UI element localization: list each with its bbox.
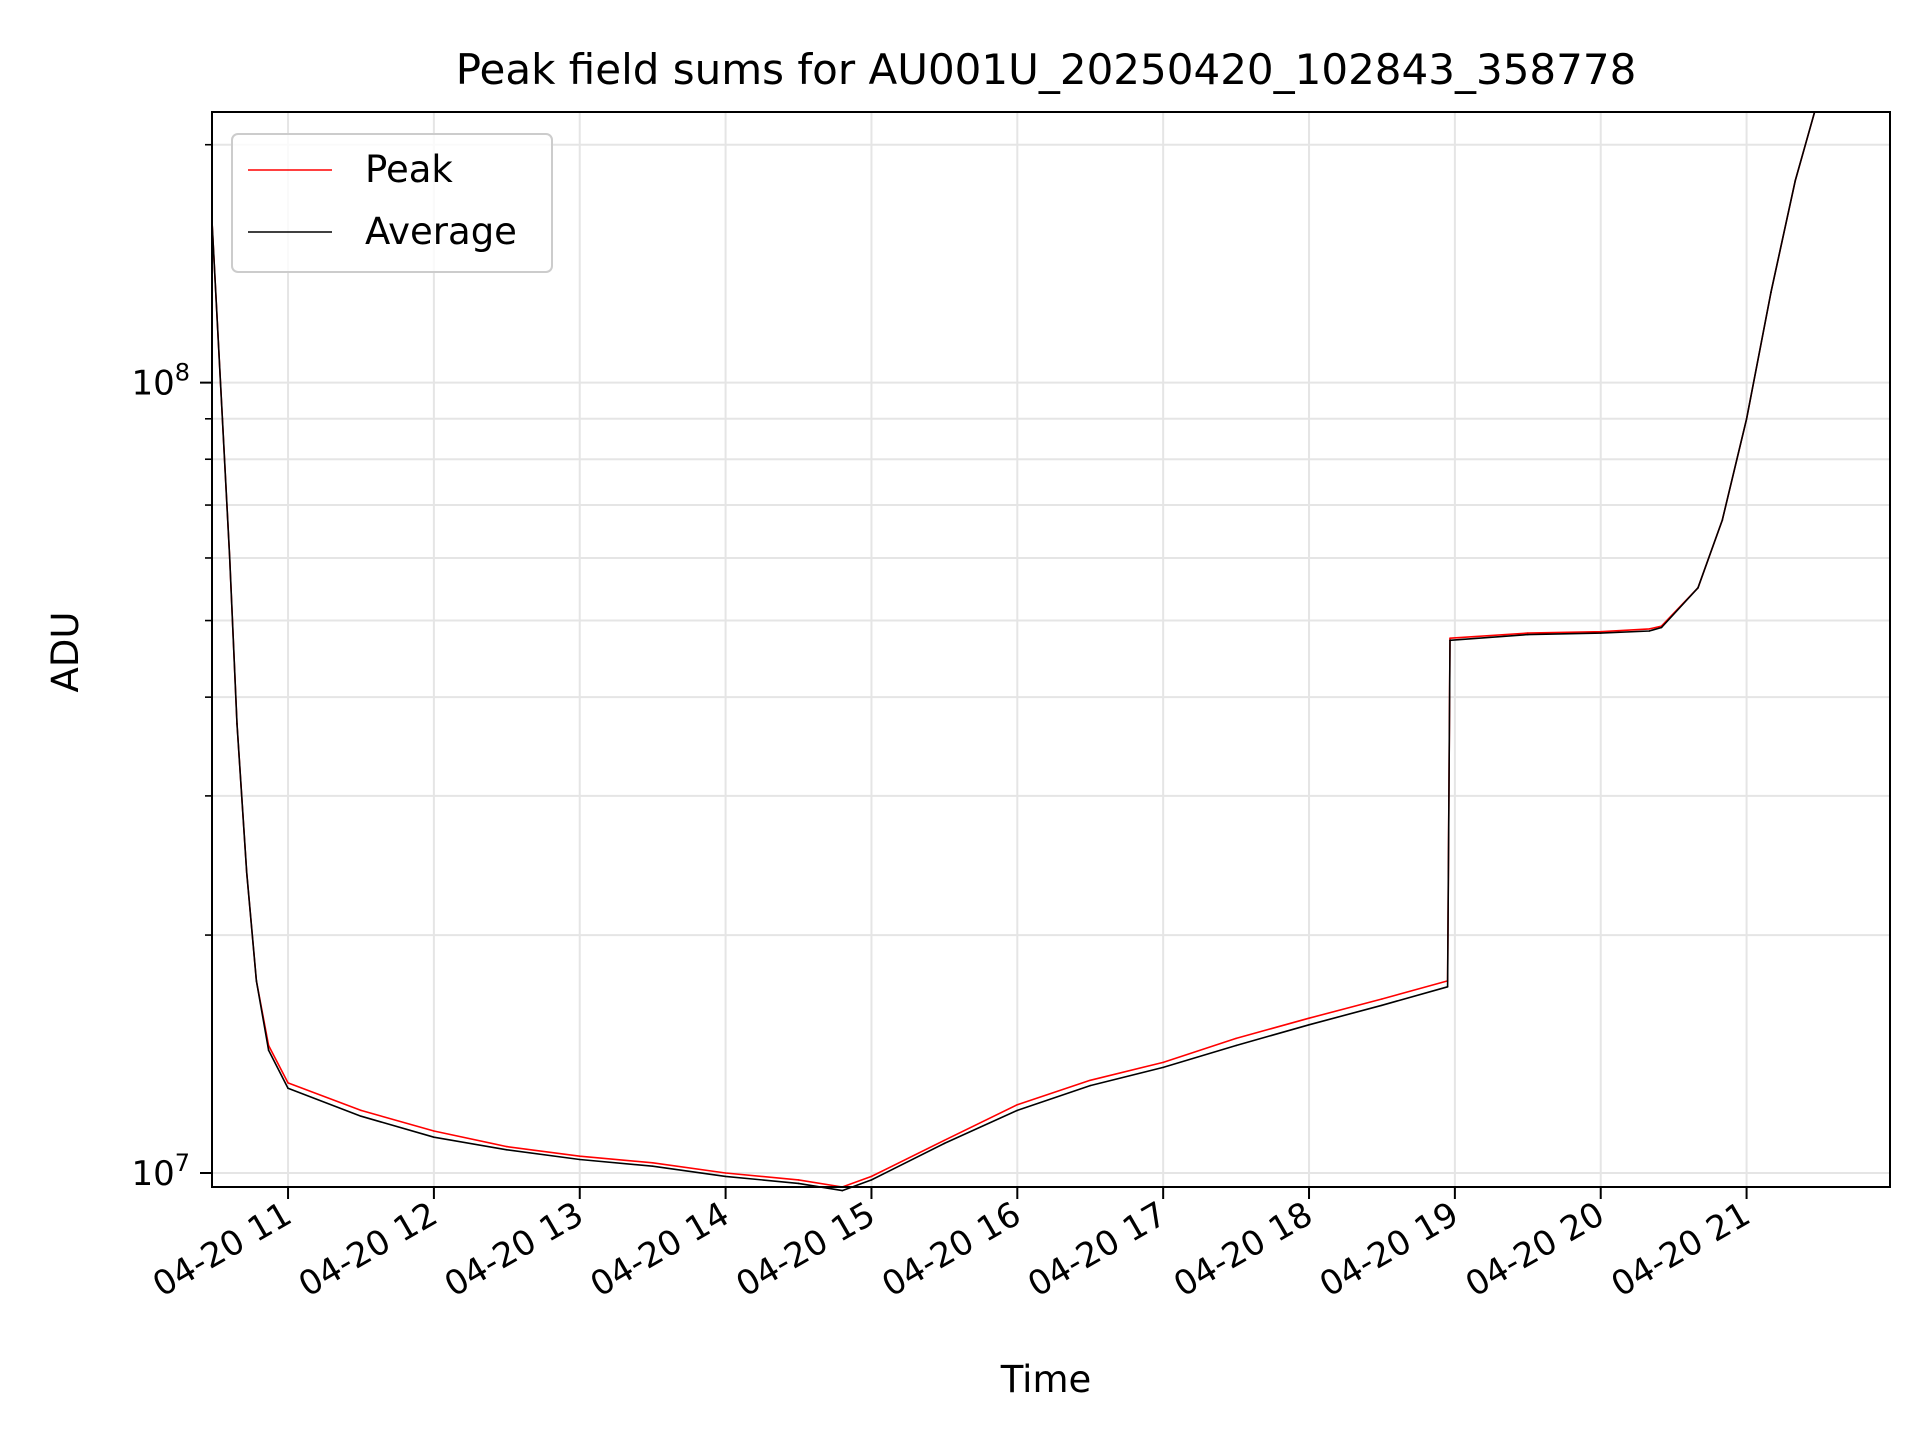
series-point-average <box>1721 519 1724 521</box>
series-point-average <box>1745 418 1748 420</box>
series-point-peak <box>1308 1017 1310 1019</box>
series-point-average <box>1089 1084 1091 1087</box>
series-layer <box>211 111 1816 1192</box>
series-point-average <box>245 871 248 874</box>
series-point-average <box>870 1179 873 1181</box>
series-point-average <box>287 1087 289 1090</box>
chart-title: Peak field sums for AU001U_20250420_1028… <box>456 45 1637 94</box>
series-point-average <box>1599 632 1602 634</box>
series-point-peak <box>724 1172 727 1174</box>
series-point-average <box>841 1189 844 1192</box>
series-point-average <box>797 1182 800 1185</box>
series-point-average <box>1449 639 1451 642</box>
series-point-average <box>267 1049 270 1051</box>
series-point-peak <box>1235 1037 1237 1040</box>
series-point-peak <box>1449 637 1451 639</box>
plot-frame <box>211 111 1891 1188</box>
series-point-average <box>1794 180 1796 182</box>
legend-box <box>231 133 553 273</box>
series-point-peak <box>360 1109 362 1112</box>
series-point-average <box>360 1115 362 1117</box>
series-point-average <box>1446 986 1449 988</box>
grid-layer <box>212 112 1890 1187</box>
series-point-peak <box>1381 998 1383 1000</box>
series-point-average <box>1697 587 1699 589</box>
series-point-average <box>1770 291 1772 294</box>
series-point-peak <box>1016 1103 1019 1106</box>
series-point-average <box>1235 1044 1237 1047</box>
series-point-peak <box>651 1162 654 1164</box>
series-point-average <box>1016 1109 1019 1112</box>
y-axis-label: ADU <box>44 612 87 693</box>
series-point-peak <box>433 1130 435 1132</box>
series-point-average <box>433 1136 435 1138</box>
y-tick-label: 108 <box>131 359 190 404</box>
series-point-peak <box>1648 628 1651 630</box>
series-point-peak <box>287 1082 289 1084</box>
legend: Peak Average <box>231 133 553 273</box>
x-axis-label: Time <box>1000 1358 1092 1401</box>
series-line-average <box>211 111 1816 1192</box>
series-point-average <box>943 1142 946 1145</box>
series-point-average <box>724 1175 727 1178</box>
series-point-peak <box>870 1175 873 1178</box>
series-point-average <box>506 1149 508 1151</box>
series-point-average <box>1648 630 1651 632</box>
legend-peak-label: Peak <box>365 148 453 191</box>
series-point-peak <box>1599 630 1602 633</box>
series-point-average <box>221 418 224 420</box>
series-point-peak <box>1162 1061 1164 1064</box>
series-point-peak <box>1527 632 1529 634</box>
series-point-average <box>1660 626 1663 629</box>
series-point-peak <box>797 1179 800 1181</box>
series-point-average <box>1527 633 1529 636</box>
series-point-average <box>1381 1004 1383 1007</box>
series-point-average <box>255 980 258 982</box>
series-point-peak <box>943 1139 946 1142</box>
series-point-peak <box>579 1155 581 1157</box>
series-point-average <box>236 723 238 725</box>
series-point-average <box>228 557 231 559</box>
series-point-average <box>651 1165 654 1167</box>
series-point-peak <box>506 1145 508 1148</box>
series-point-peak <box>1089 1079 1091 1082</box>
series-point-average <box>1308 1024 1310 1026</box>
series-point-average <box>579 1158 581 1161</box>
series-point-average <box>1162 1066 1164 1069</box>
legend-average-label: Average <box>365 210 517 253</box>
y-tick-label: 107 <box>131 1149 190 1194</box>
